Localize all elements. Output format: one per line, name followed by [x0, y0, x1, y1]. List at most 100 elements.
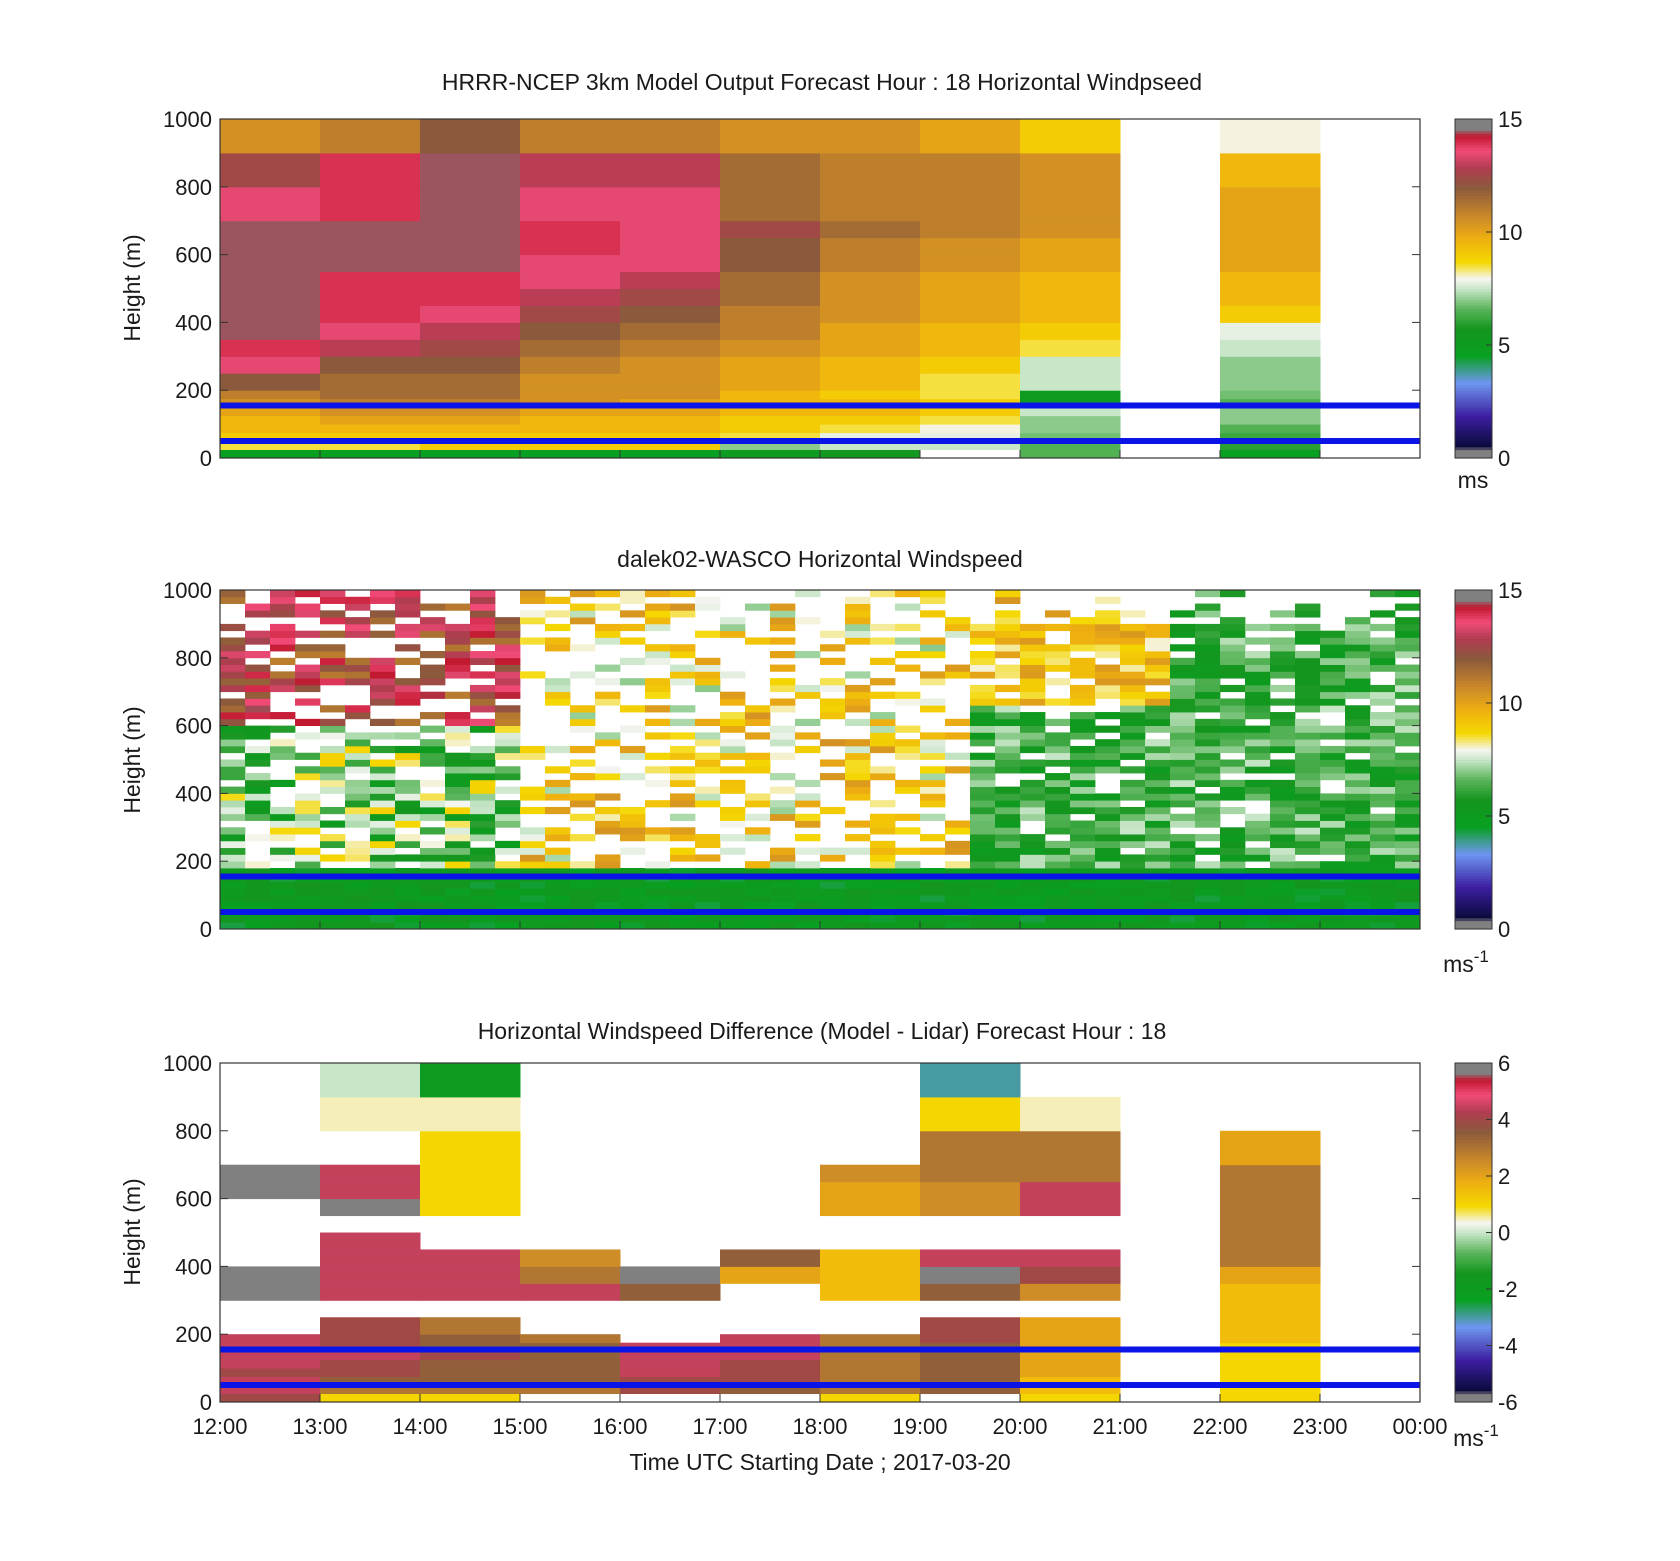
colorbar-swatch	[1455, 1243, 1492, 1248]
heatmap-cell	[570, 603, 596, 611]
heatmap-cell	[445, 725, 471, 733]
heatmap-cell	[345, 759, 371, 767]
heatmap-cell	[445, 752, 471, 760]
colorbar-swatch	[1455, 285, 1492, 290]
heatmap-cell	[895, 603, 921, 611]
colorbar-swatch	[1455, 1127, 1492, 1132]
heatmap-cell	[1070, 691, 1096, 699]
heatmap-cell	[995, 834, 1021, 842]
heatmap-cell	[720, 339, 821, 357]
heatmap-cell	[645, 691, 671, 699]
heatmap-cell	[220, 1283, 321, 1301]
heatmap-cell	[1395, 813, 1421, 821]
heatmap-cell	[820, 1351, 921, 1361]
heatmap-cell	[1195, 888, 1221, 896]
heatmap-cell	[220, 827, 246, 835]
heatmap-cell	[720, 813, 746, 821]
heatmap-cell	[1120, 718, 1146, 726]
heatmap-cell	[470, 895, 496, 903]
heatmap-cell	[895, 590, 921, 598]
heatmap-cell	[1245, 732, 1271, 740]
heatmap-cell	[795, 867, 821, 876]
heatmap-cell	[295, 732, 321, 740]
heatmap-cell	[1170, 705, 1196, 713]
heatmap-cell	[1120, 712, 1146, 720]
heatmap-cell	[1345, 813, 1371, 821]
heatmap-cell	[420, 651, 446, 659]
heatmap-cell	[1195, 610, 1221, 618]
heatmap-cell	[1120, 657, 1146, 665]
heatmap-cell	[1020, 288, 1121, 306]
heatmap-cell	[1020, 779, 1046, 788]
heatmap-cell	[345, 671, 371, 679]
heatmap-cell	[720, 718, 746, 726]
heatmap-cell	[945, 820, 971, 828]
heatmap-cell	[595, 881, 621, 889]
heatmap-cell	[220, 407, 321, 417]
heatmap-cell	[745, 895, 771, 903]
heatmap-cell	[720, 415, 821, 425]
heatmap-cell	[1170, 793, 1196, 801]
heatmap-cell	[870, 678, 896, 686]
heatmap-cell	[645, 657, 671, 665]
heatmap-cell	[820, 237, 921, 256]
heatmap-cell	[745, 881, 771, 889]
heatmap-cell	[1320, 725, 1346, 733]
heatmap-cell	[395, 610, 421, 618]
colorbar-swatch	[1455, 1195, 1492, 1200]
heatmap-cell	[720, 441, 821, 451]
heatmap-cell	[820, 1368, 921, 1378]
heatmap-cell	[1220, 867, 1246, 876]
heatmap-cell	[245, 813, 271, 821]
colorbar-swatch	[1455, 609, 1492, 614]
heatmap-cell	[895, 698, 921, 706]
heatmap-cell	[1270, 840, 1296, 849]
heatmap-cell	[1320, 861, 1346, 869]
colorbar-swatch	[1455, 643, 1492, 648]
colorbar-swatch	[1455, 175, 1492, 179]
colorbar-swatch	[1455, 254, 1492, 259]
heatmap-cell	[1295, 867, 1321, 876]
heatmap-cell	[1245, 901, 1271, 910]
colorbar-swatch	[1455, 325, 1492, 329]
heatmap-cell	[1270, 895, 1296, 903]
heatmap-cell	[345, 820, 371, 828]
heatmap-cell	[520, 288, 621, 306]
heatmap-cell	[720, 1385, 821, 1395]
heatmap-cell	[920, 773, 946, 781]
colorbar-swatch	[1455, 407, 1492, 411]
heatmap-cell	[370, 813, 396, 821]
colorbar-swatch	[1455, 1232, 1492, 1236]
colorbar-swatch	[1455, 821, 1492, 826]
colorbar-swatch	[1455, 1164, 1492, 1169]
heatmap-cell	[820, 644, 846, 652]
heatmap-cell	[1220, 617, 1246, 625]
heatmap-cell	[670, 603, 696, 611]
colorbar-swatch	[1455, 229, 1492, 233]
heatmap-cell	[1295, 691, 1321, 699]
heatmap-cell	[420, 449, 521, 459]
colorbar-swatch	[1455, 446, 1492, 451]
heatmap-cell	[295, 590, 321, 598]
colorbar-swatch	[1455, 1272, 1492, 1276]
heatmap-cell	[1170, 854, 1196, 862]
heatmap-cell	[1370, 725, 1396, 733]
heatmap-cell	[1095, 895, 1121, 903]
heatmap-cell	[1120, 684, 1146, 693]
heatmap-cell	[320, 1376, 421, 1386]
heatmap-cell	[1020, 407, 1121, 417]
colorbar-swatch	[1455, 240, 1492, 244]
heatmap-cell	[1395, 691, 1421, 699]
colorbar-swatch	[1455, 606, 1492, 611]
colorbar-swatch	[1455, 714, 1492, 718]
panel-model-x-tickmarks	[219, 450, 1421, 458]
heatmap-cell	[1395, 779, 1421, 788]
colorbar-swatch	[1455, 1359, 1492, 1364]
heatmap-cell	[1345, 725, 1371, 733]
heatmap-cell	[920, 119, 1021, 154]
heatmap-cell	[370, 861, 396, 869]
heatmap-cell	[495, 691, 521, 699]
heatmap-cell	[470, 684, 496, 693]
colorbar-swatch	[1455, 418, 1492, 422]
heatmap-cell	[795, 691, 821, 699]
